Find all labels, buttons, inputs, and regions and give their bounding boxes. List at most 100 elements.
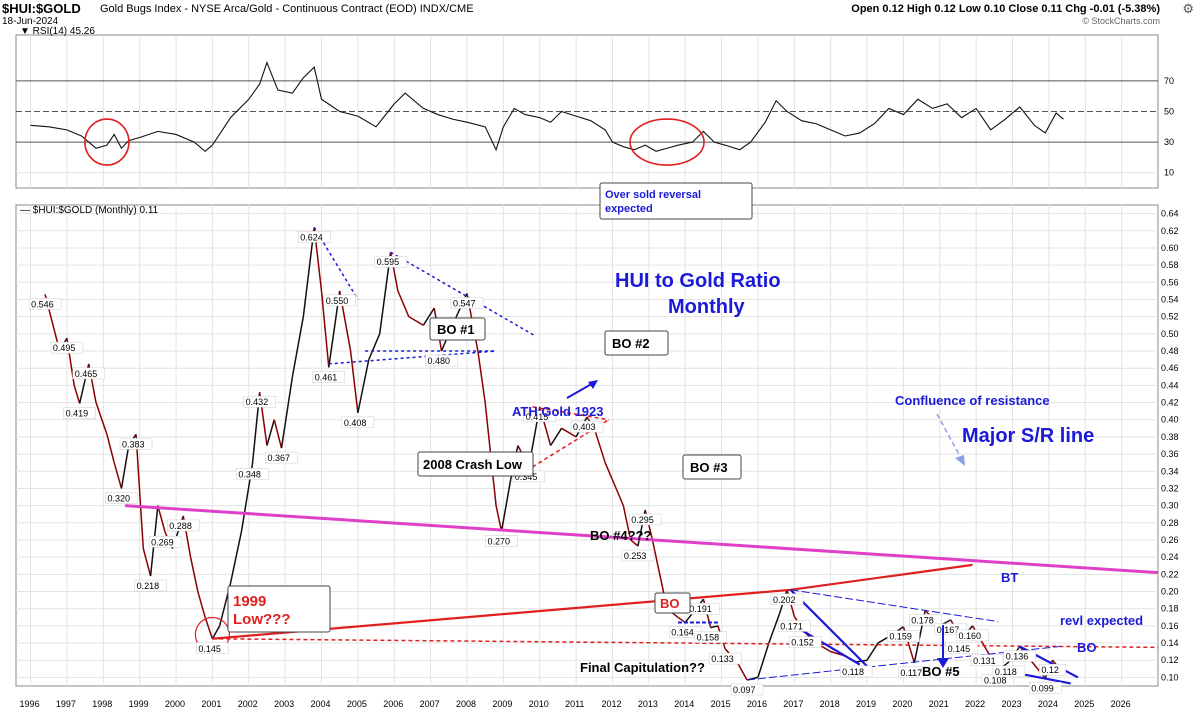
value-label: 0.12 [1041,665,1059,675]
price-series-segment [757,642,770,678]
x-tick-label: 2024 [1038,699,1058,709]
value-label-box [1003,650,1037,662]
red-triangle-line [532,406,609,421]
major-sr-line [125,504,1159,575]
price-y-tick-label: 0.10 [1161,672,1179,682]
value-label-box [621,549,655,562]
value-label-box [148,536,182,548]
value-label-box [50,341,84,354]
price-series-segment [204,617,214,639]
price-series-segment [422,307,435,326]
rsi-label: ▼ RSI(14) 45.26 [20,26,95,37]
price-y-tick-label: 0.28 [1161,518,1179,528]
bo2-label: BO #2 [612,336,650,351]
price-series-segment [622,505,632,541]
value-label: 0.158 [697,633,720,643]
value-label: 0.202 [773,595,796,605]
symbol-description: Gold Bugs Index - NYSE Arca/Gold - Conti… [100,3,474,15]
value-label-box [839,665,873,678]
rsi-series-line [30,60,1064,152]
value-label: 0.160 [959,631,982,641]
price-y-tick-label: 0.30 [1161,501,1179,511]
bo2-box [604,330,669,356]
value-label-box [708,652,742,665]
value-label-box [956,629,989,642]
price-series-segment [273,419,283,449]
price-series-segment [142,548,152,577]
x-tick-label: 2026 [1111,699,1131,709]
x-tick-label: 2006 [383,699,403,709]
value-label: 0.403 [573,422,596,432]
value-label: 0.253 [624,551,647,561]
value-label-box [934,623,967,636]
price-y-tick-label: 0.44 [1161,380,1179,390]
rsi-y-tick-label: 50 [1164,107,1174,117]
x-tick-label: 2018 [820,699,840,709]
rsi-y-tick-label: 10 [1164,168,1174,178]
price-y-tick-label: 0.20 [1161,587,1179,597]
value-label: 0.159 [889,632,912,642]
value-label-box [523,410,556,423]
price-y-tick-label: 0.60 [1161,243,1179,253]
x-tick-label: 1996 [20,699,40,709]
value-label: 0.288 [169,521,192,531]
value-label: 0.348 [238,469,261,479]
value-label-box [1029,682,1062,694]
value-label-box [134,579,167,592]
x-tick-label: 2004 [311,699,331,709]
bt-label: BT [1001,570,1018,585]
x-tick-label: 2008 [456,699,476,709]
value-label-box [72,367,105,380]
value-label: 0.152 [791,638,814,648]
value-label: 0.178 [911,615,934,625]
value-label: 0.136 [1006,651,1029,661]
x-tick-label: 2021 [929,699,949,709]
value-label-box [770,593,804,606]
x-tick-label: 2009 [492,699,512,709]
value-label-box [425,354,458,367]
ath-label: ATH Gold 1923 [512,404,604,419]
value-label: 0.269 [151,537,174,547]
price-series-segment [280,376,294,449]
confluence-label: Confluence of resistance [895,393,1050,408]
value-label-box [887,630,920,642]
value-label-box [297,231,331,243]
x-tick-label: 2015 [711,699,731,709]
bo1-box [429,317,486,341]
chart-header: $HUI:$GOLD Gold Bugs Index - NYSE Arca/G… [0,0,1200,30]
price-series-segment [477,350,486,403]
value-label-box [970,654,1004,667]
blue-downtrend-line [789,589,868,668]
x-tick-label: 2025 [1074,699,1094,709]
price-y-tick-label: 0.46 [1161,363,1179,373]
price-series-segment [866,642,879,661]
blue-channel-top [790,589,999,623]
price-series-segment [157,505,166,533]
x-tick-label: 2001 [201,699,221,709]
value-label: 0.408 [344,418,367,428]
value-label: 0.480 [428,356,451,366]
value-label-box [570,420,604,433]
price-y-tick-label: 0.56 [1161,277,1179,287]
value-label-box [105,492,138,504]
x-tick-label: 2023 [1002,699,1022,709]
value-label-box [450,297,484,309]
final-capitulation-label: Final Capitulation?? [580,660,705,675]
price-y-tick-label: 0.62 [1161,226,1179,236]
gear-icon[interactable]: ⚙ [1182,1,1194,16]
price-y-tick-label: 0.16 [1161,621,1179,631]
x-tick-label: 2005 [347,699,367,709]
price-y-tick-label: 0.38 [1161,432,1179,442]
price-series-segment [500,479,512,532]
rsi-y-tick-label: 30 [1164,137,1174,147]
price-series-segment [197,591,206,618]
price-y-tick-label: 0.14 [1161,638,1179,648]
value-label: 0.320 [107,493,130,503]
chart-subtitle: Monthly [668,296,746,318]
price-series-segment [561,427,577,438]
credit: © StockCharts.com [1082,16,1160,26]
value-label-box [341,416,375,429]
value-label: 0.218 [137,581,160,591]
bo3-box [682,454,742,480]
